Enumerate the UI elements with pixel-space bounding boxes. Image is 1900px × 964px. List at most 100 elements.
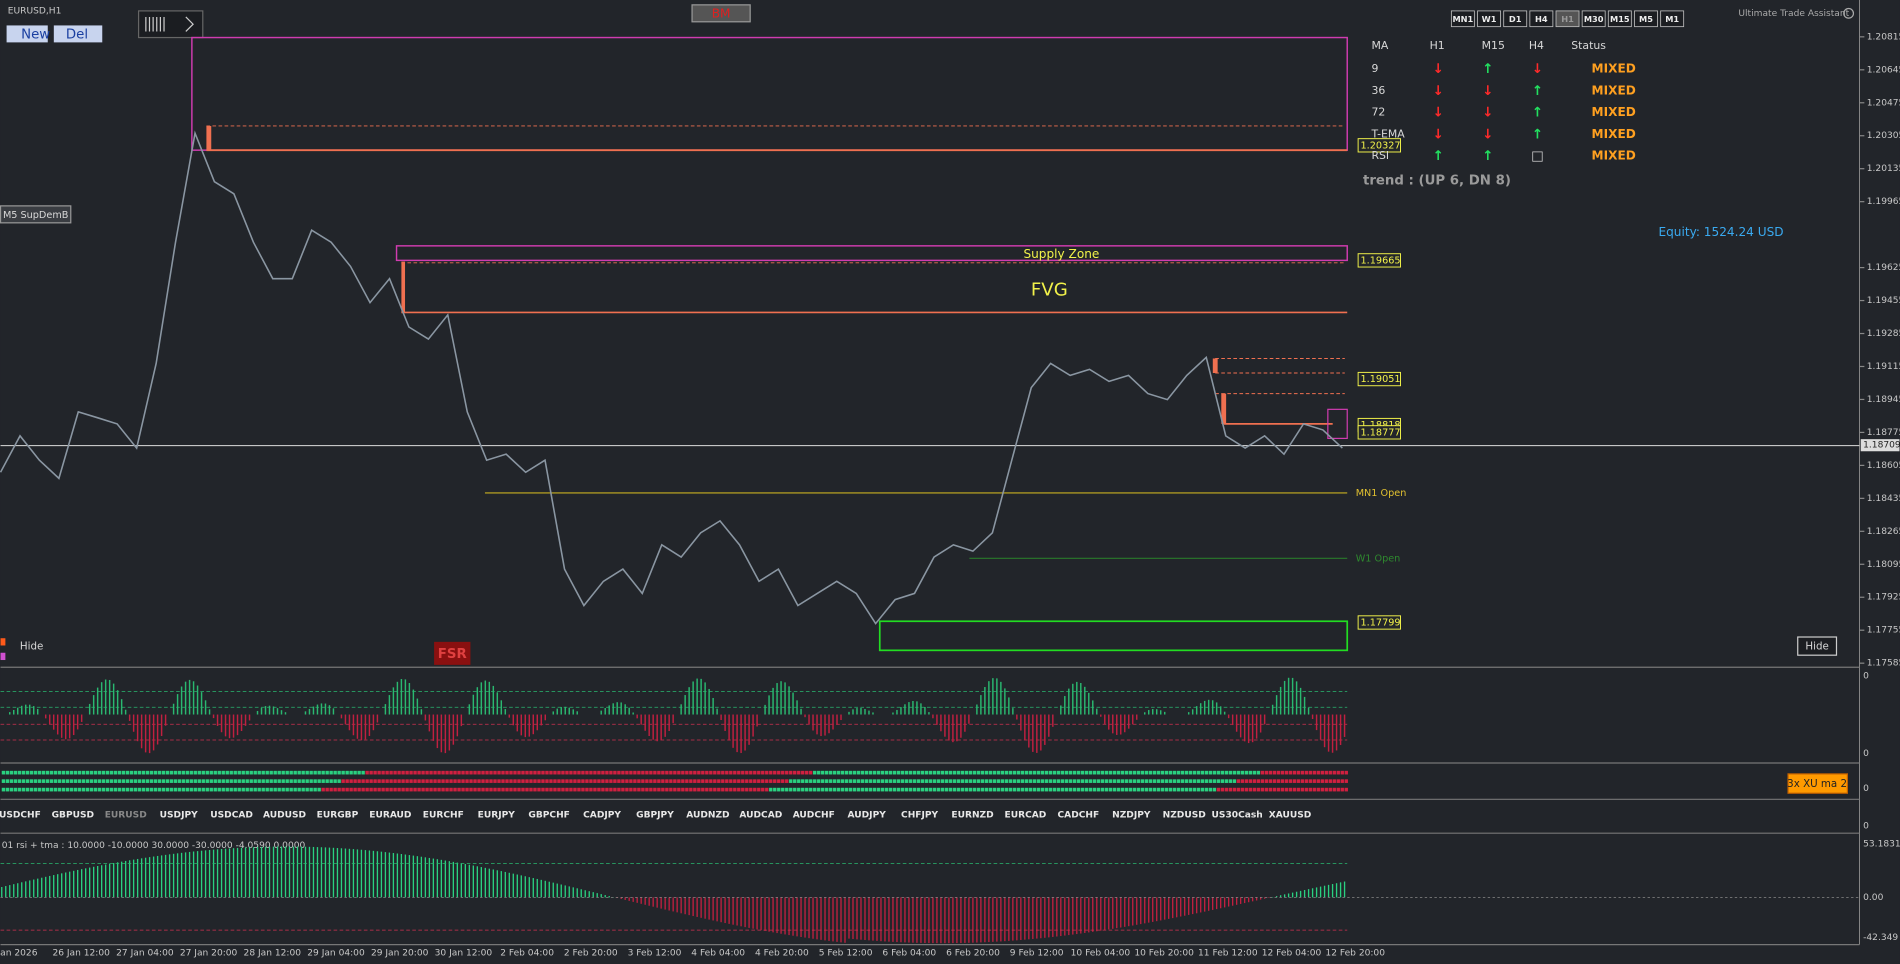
timeframe-button[interactable] [1660, 10, 1685, 28]
xu-dot [657, 779, 661, 783]
symbol-tab[interactable]: EURAUD [369, 811, 412, 821]
bm-button[interactable] [691, 4, 751, 23]
symbol-tab[interactable]: AUDJPY [848, 811, 887, 821]
xu-dot [77, 779, 82, 783]
symbol-tab[interactable]: GBPUSD [52, 811, 95, 821]
xu-dot [141, 779, 146, 783]
xu-dot [932, 787, 937, 792]
del-button-label[interactable]: Del [66, 28, 88, 43]
supdem-button[interactable] [0, 205, 72, 224]
brand-icon [1843, 7, 1855, 19]
symbol-tab[interactable]: EURUSD [105, 811, 147, 821]
xu-dot [141, 770, 146, 775]
xu-dot [1072, 787, 1077, 792]
xu-dot [589, 787, 593, 792]
symbol-tab[interactable]: EURJPY [478, 811, 516, 821]
symbol-tab[interactable]: USDJPY [160, 811, 198, 821]
timeframe-label[interactable]: M30 [1584, 14, 1604, 24]
xu-dot [797, 770, 801, 775]
xu-dot [992, 770, 997, 775]
fsr-label[interactable]: FSR [438, 647, 467, 662]
xu-dot [972, 787, 977, 792]
xu-dot [701, 787, 705, 792]
timeframe-label[interactable]: M1 [1665, 14, 1679, 24]
symbol-tab[interactable]: CADJPY [583, 811, 621, 821]
xu-dot [189, 779, 193, 783]
xu-dot [317, 770, 321, 775]
timeframe-label[interactable]: M5 [1639, 14, 1653, 24]
symbol-tab[interactable]: EURCHF [423, 811, 464, 821]
timeframe-button[interactable] [1450, 10, 1475, 28]
xu-dot [1048, 779, 1053, 783]
xu-dot [745, 779, 749, 783]
xu-dot [685, 770, 689, 775]
hide-left[interactable]: Hide [20, 641, 43, 653]
xu-dot [1084, 770, 1089, 775]
xu-dot [1308, 779, 1312, 783]
hide-right-button[interactable] [1797, 636, 1838, 656]
timeframe-label[interactable]: H1 [1561, 14, 1574, 24]
timeframe-button[interactable] [1503, 10, 1528, 28]
symbol-tab[interactable]: XAUUSD [1269, 811, 1312, 821]
bm-label[interactable]: BM [712, 6, 731, 20]
xu-dot [329, 787, 333, 792]
timeframe-label[interactable]: MN1 [1452, 14, 1473, 24]
symbol-tab[interactable]: AUDUSD [263, 811, 307, 821]
timeframe-label[interactable]: W1 [1482, 14, 1497, 24]
xu-dot [1000, 770, 1005, 775]
xu-dot [489, 787, 493, 792]
timeframe-label[interactable]: M15 [1610, 14, 1630, 24]
symbol-tab[interactable]: GBPCHF [528, 811, 570, 821]
xu-dot [389, 779, 393, 783]
symbol-tab[interactable]: AUDCHF [793, 811, 835, 821]
xu-dot [217, 787, 221, 792]
symbol-tab[interactable]: USDCHF [0, 811, 41, 821]
xu-dot [1148, 779, 1153, 783]
timeframe-button[interactable] [1581, 10, 1606, 28]
x-tick-label: 30 Jan 12:00 [435, 949, 493, 959]
symbol-tab[interactable]: EURNZD [951, 811, 994, 821]
symbol-tab[interactable]: EURGBP [317, 811, 359, 821]
symbol-tab[interactable]: CADCHF [1058, 811, 1100, 821]
xu-dot [1052, 770, 1057, 775]
dashboard-ma: 72 [1371, 106, 1385, 119]
xu-dot [713, 770, 717, 775]
xu-dot [1076, 770, 1081, 775]
timeframe-button[interactable] [1634, 10, 1658, 28]
xu-dot [1308, 770, 1312, 775]
xu-dot [876, 770, 881, 775]
current-price-tag [1860, 439, 1900, 452]
xu-dot [904, 779, 909, 783]
symbol-tab[interactable]: US30Cash [1212, 811, 1263, 821]
timeframe-label[interactable]: D1 [1509, 14, 1522, 24]
timeframe-button[interactable] [1555, 10, 1580, 28]
symbol-tab[interactable]: AUDCAD [739, 811, 782, 821]
xu-dot [1152, 779, 1157, 783]
xu-dot [245, 787, 249, 792]
timeframe-button[interactable] [1477, 10, 1501, 28]
fsr-badge[interactable] [434, 641, 471, 665]
symbol-tab[interactable]: USDCAD [210, 811, 253, 821]
xu-dot [17, 770, 22, 775]
symbol-tab[interactable]: AUDNZD [686, 811, 730, 821]
symbol-tab[interactable]: GBPJPY [636, 811, 674, 821]
xu-dot [765, 770, 769, 775]
timeframe-button[interactable] [1607, 10, 1632, 28]
dashboard-status: MIXED [1592, 105, 1636, 119]
symbol-tab[interactable]: CHFJPY [901, 811, 938, 821]
xu-dot [1336, 779, 1340, 783]
timeframe-button[interactable] [1529, 10, 1554, 28]
new-button-label[interactable]: New [21, 28, 50, 43]
xu-dot [1068, 770, 1073, 775]
new-button[interactable] [6, 25, 48, 43]
xu-dot [1088, 787, 1093, 792]
supdem-label[interactable]: M5 SupDemB [3, 210, 68, 221]
level-label: 1.19051 [1361, 374, 1401, 385]
symbol-tab[interactable]: NZDJPY [1112, 811, 1151, 821]
symbol-tab[interactable]: EURCAD [1005, 811, 1047, 821]
timeframe-label[interactable]: H4 [1535, 14, 1548, 24]
symbol-tab[interactable]: NZDUSD [1163, 811, 1207, 821]
hide-right[interactable]: Hide [1805, 641, 1828, 653]
dashboard-header: Status [1571, 39, 1606, 52]
del-button[interactable] [53, 25, 103, 43]
